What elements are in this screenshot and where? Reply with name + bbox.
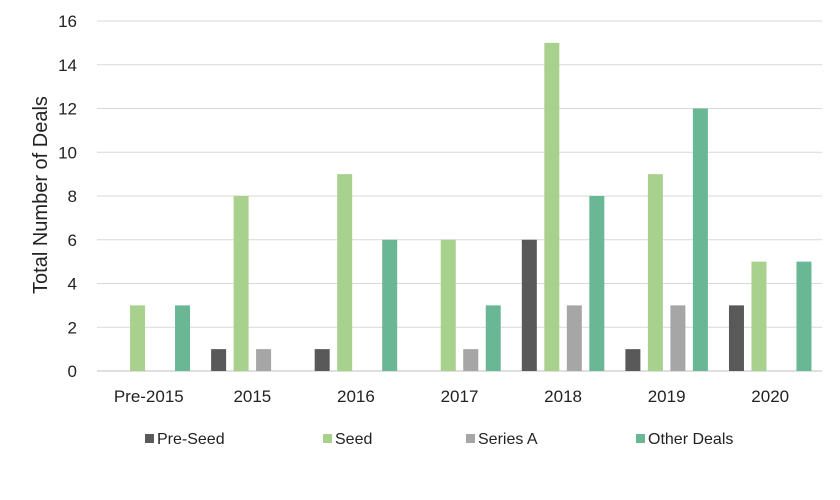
legend-swatch — [636, 434, 645, 443]
bar-series-a — [566, 305, 582, 371]
legend-swatch — [145, 434, 154, 443]
y-tick-label: 2 — [68, 318, 77, 337]
bar-series-a — [256, 349, 272, 371]
bar-seed — [337, 174, 353, 371]
bar-pre-seed — [314, 349, 330, 371]
legend-swatch — [466, 434, 475, 443]
legend: Pre-Seed Seed Series A Other Deals — [145, 431, 733, 448]
y-tick-label: 0 — [68, 362, 77, 381]
x-tick-label: Pre-2015 — [114, 387, 184, 406]
bar-other-deals — [692, 108, 708, 371]
x-tick-label: 2019 — [648, 387, 686, 406]
bar-seed — [130, 305, 146, 371]
bar-seed — [544, 42, 560, 371]
y-tick-label: 4 — [68, 275, 77, 294]
x-tick-label: 2018 — [544, 387, 582, 406]
bar-series-a — [670, 305, 686, 371]
x-tick-label: 2020 — [751, 387, 789, 406]
x-tick-label: 2015 — [233, 387, 271, 406]
bars — [130, 42, 812, 371]
legend-label: Pre-Seed — [157, 431, 225, 448]
bar-series-a — [463, 349, 479, 371]
y-tick-label: 6 — [68, 231, 77, 250]
bar-other-deals — [485, 305, 501, 371]
bar-other-deals — [589, 196, 605, 371]
x-tick-label: 2016 — [337, 387, 375, 406]
bar-seed — [233, 196, 249, 371]
bar-seed — [440, 239, 456, 371]
bar-other-deals — [175, 305, 191, 371]
x-tick-label: 2017 — [441, 387, 479, 406]
bar-other-deals — [382, 239, 398, 371]
legend-label: Series A — [478, 431, 538, 448]
y-tick-label: 10 — [58, 143, 77, 162]
bar-other-deals — [796, 261, 812, 371]
y-axis: 0 2 4 6 8 10 12 14 16 — [58, 12, 77, 381]
legend-swatch — [323, 434, 332, 443]
y-tick-label: 16 — [58, 12, 77, 31]
y-tick-label: 14 — [58, 56, 77, 75]
bar-seed — [751, 261, 767, 371]
bar-pre-seed — [521, 239, 537, 371]
legend-label: Seed — [335, 431, 372, 448]
y-axis-title: Total Number of Deals — [30, 96, 52, 294]
y-tick-label: 12 — [58, 100, 77, 119]
bar-pre-seed — [211, 349, 227, 371]
y-tick-label: 8 — [68, 187, 77, 206]
bar-seed — [647, 174, 663, 371]
gridlines — [97, 20, 822, 372]
bar-pre-seed — [625, 349, 641, 371]
bar-pre-seed — [728, 305, 744, 371]
legend-label: Other Deals — [648, 431, 733, 448]
x-axis: Pre-2015 2015 2016 2017 2018 2019 2020 — [114, 387, 789, 406]
